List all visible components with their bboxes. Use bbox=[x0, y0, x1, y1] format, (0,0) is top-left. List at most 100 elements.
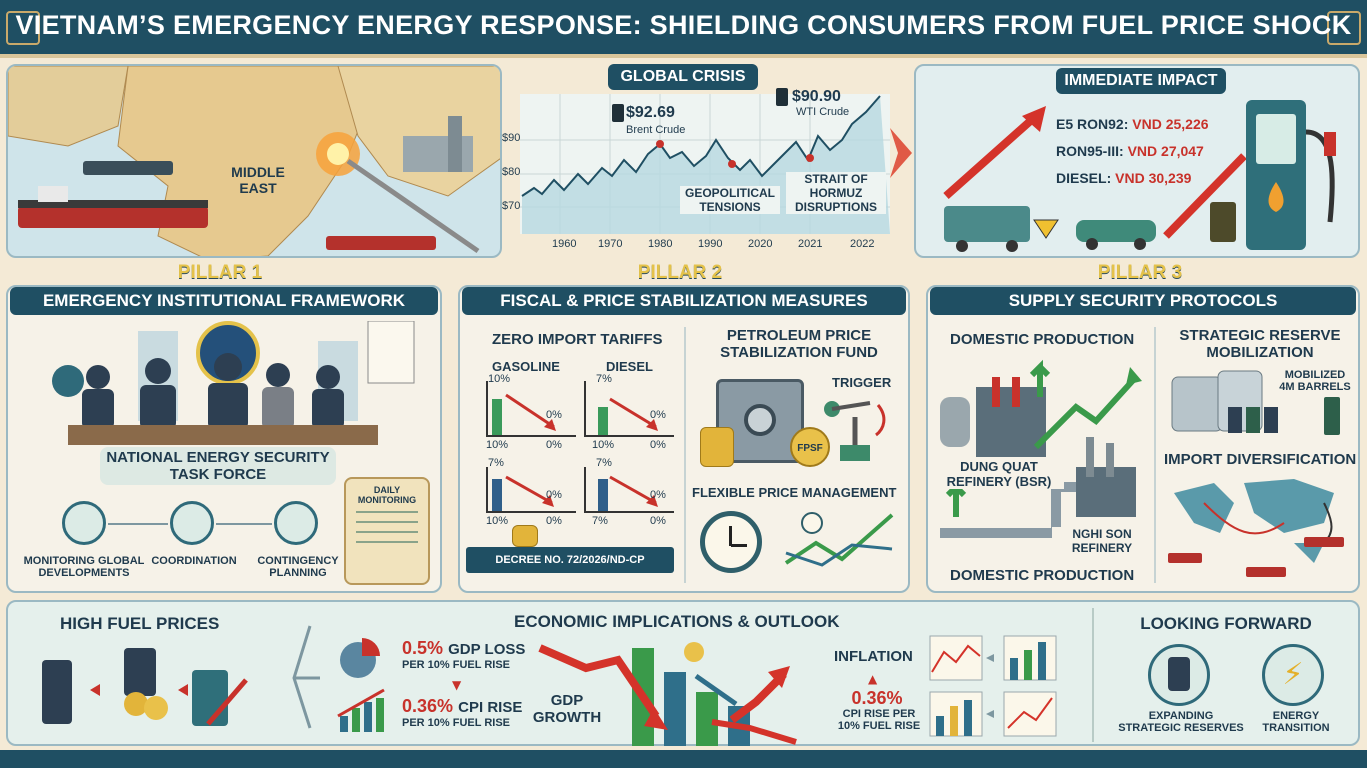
connector bbox=[216, 523, 272, 525]
ornament-icon bbox=[6, 11, 40, 45]
connector bbox=[108, 523, 168, 525]
clipboard-icon bbox=[274, 501, 318, 545]
x-tick: 2021 bbox=[798, 238, 823, 250]
x-tick: 1980 bbox=[648, 238, 673, 250]
clock-icon bbox=[700, 511, 762, 573]
inflation-label: INFLATION bbox=[834, 648, 913, 665]
import-diversification-label: IMPORT DIVERSIFICATION bbox=[1164, 451, 1357, 468]
high-fuel-label: HIGH FUEL PRICES bbox=[60, 614, 220, 633]
fuel-pump-icon bbox=[1210, 100, 1336, 250]
energy-transition-label: ENERGY TRANSITION bbox=[1262, 710, 1330, 734]
gdp-growth-label: GDP GROWTH bbox=[532, 692, 602, 726]
pillar-2-title: FISCAL & PRICE STABILIZATION MEASURES bbox=[462, 287, 906, 315]
global-crisis-section: GLOBAL CRISIS $90 $80 $70 1960 1970 1980… bbox=[500, 64, 896, 258]
expanding-reserves-label: EXPANDING STRATEGIC RESERVES bbox=[1118, 710, 1244, 734]
refinery-illustration bbox=[940, 359, 1142, 538]
annotation-geopolitical: GEOPOLITICAL TENSIONS bbox=[680, 186, 780, 214]
globe-icon bbox=[62, 501, 106, 545]
oil-barrel-icon bbox=[612, 104, 624, 122]
tariffs-title: ZERO IMPORT TARIFFS bbox=[492, 331, 663, 348]
bar-chart-up-icon bbox=[337, 688, 385, 732]
x-tick: 2020 bbox=[748, 238, 773, 250]
nghi-son-label: NGHI SON REFINERY bbox=[1052, 527, 1152, 555]
pie-chart-icon bbox=[340, 638, 380, 678]
lever-icon bbox=[824, 401, 886, 461]
region-label: MIDDLE EAST bbox=[231, 164, 285, 196]
up-arrow-icon: ▲ bbox=[868, 672, 878, 686]
y-tick: $90 bbox=[502, 132, 521, 144]
contingency-label: CONTINGENCY PLANNING bbox=[257, 555, 339, 579]
down-arrow-icon: ▼ bbox=[452, 678, 462, 692]
divider bbox=[1154, 327, 1156, 583]
tariff-mini-chart: 10% 0% 10% 0% bbox=[486, 373, 576, 451]
coordination-label: COORDINATION bbox=[151, 555, 237, 567]
pillar-1-panel: EMERGENCY INSTITUTIONAL FRAMEWORK NATION… bbox=[6, 285, 442, 593]
pillar-2-panel: FISCAL & PRICE STABILIZATION MEASURES ZE… bbox=[458, 285, 910, 593]
handshake-icon bbox=[170, 501, 214, 545]
looking-forward-section: LOOKING FORWARD ⚡ EXPANDING STRATEGIC RES… bbox=[1092, 608, 1356, 742]
brent-value: $92.69 bbox=[626, 104, 675, 121]
x-tick: 1990 bbox=[698, 238, 723, 250]
coin-stack-icon bbox=[700, 427, 734, 467]
x-tick: 1970 bbox=[598, 238, 623, 250]
trigger-label: TRIGGER bbox=[832, 375, 892, 390]
task-force-label: NATIONAL ENERGY SECURITY TASK FORCE bbox=[100, 447, 336, 485]
price-row: RON95-III: VND 27,047 bbox=[1056, 143, 1204, 159]
reserve-barrel-icon bbox=[1148, 644, 1210, 706]
pillar-1-head: PILLAR 1 bbox=[177, 262, 263, 283]
energy-bolt-icon: ⚡ bbox=[1262, 644, 1324, 706]
storage-tanks-icon bbox=[1171, 370, 1278, 433]
fund-title: PETROLEUM PRICE STABILIZATION FUND bbox=[720, 327, 878, 361]
immediate-impact-caption: IMMEDIATE IMPACT bbox=[1056, 68, 1226, 94]
pillar-3-panel: SUPPLY SECURITY PROTOCOLS DOMESTIC PRODU… bbox=[926, 285, 1360, 593]
pillar-2-head: PILLAR 2 bbox=[637, 262, 723, 283]
flexible-label: FLEXIBLE PRICE MANAGEMENT bbox=[692, 485, 897, 500]
wti-label: WTI Crude bbox=[796, 106, 850, 118]
bracket-icon bbox=[292, 625, 320, 729]
mini-trend-charts-icon bbox=[929, 635, 1057, 737]
monitoring-label: MONITORING GLOBAL DEVELOPMENTS bbox=[23, 555, 145, 579]
looking-forward-label: LOOKING FORWARD bbox=[1140, 614, 1312, 633]
pillar-3-head: PILLAR 3 bbox=[1097, 262, 1183, 283]
tariff-mini-chart: 7% 0% 7% 0% bbox=[584, 457, 674, 527]
page-title: VIETNAM’S EMERGENCY ENERGY RESPONSE: SHI… bbox=[15, 10, 1352, 40]
price-list: E5 RON92: VND 25,226 RON95-III: VND 27,0… bbox=[1056, 116, 1256, 186]
middle-east-map-icon bbox=[8, 66, 500, 256]
arrow-right-icon bbox=[890, 128, 912, 178]
oil-barrel-icon bbox=[776, 88, 788, 106]
annotation-hormuz: STRAIT OF HORMUZ DISRUPTIONS bbox=[786, 172, 886, 214]
fuel-cost-flow-icon bbox=[42, 648, 248, 726]
tariff-mini-chart: 7% 0% 10% 0% bbox=[584, 373, 674, 451]
dung-quat-label: DUNG QUAT REFINERY (BSR) bbox=[934, 459, 1064, 489]
x-tick: 1960 bbox=[552, 238, 577, 250]
y-tick: $80 bbox=[502, 166, 521, 178]
domestic-production-bottom: DOMESTIC PRODUCTION bbox=[950, 567, 1135, 584]
map-panel: MIDDLE EAST bbox=[6, 64, 502, 258]
daily-monitoring-scroll: DAILY MONITORING bbox=[344, 477, 430, 585]
oil-barrel-icon bbox=[1324, 397, 1340, 435]
gasoline-label: GASOLINE bbox=[492, 359, 560, 374]
coin-stack-icon bbox=[512, 525, 538, 547]
x-tick: 2022 bbox=[850, 238, 875, 250]
domestic-production-top: DOMESTIC PRODUCTION bbox=[950, 331, 1135, 348]
wti-value: $90.90 bbox=[792, 88, 841, 105]
fpsf-coin: FPSF bbox=[790, 427, 830, 467]
cpi-rise-stat: 0.36% CPI RISE PER 10% FUEL RISE bbox=[402, 696, 523, 729]
pillar-3-title: SUPPLY SECURITY PROTOCOLS bbox=[930, 287, 1356, 315]
inflation-value: 0.36% bbox=[851, 688, 903, 708]
task-force-illustration bbox=[52, 321, 415, 445]
price-row: E5 RON92: VND 25,226 bbox=[1056, 116, 1209, 132]
brent-label: Brent Crude bbox=[626, 124, 686, 136]
pillar-1-title: EMERGENCY INSTITUTIONAL FRAMEWORK bbox=[10, 287, 438, 315]
trend-lines-icon bbox=[784, 512, 894, 567]
y-tick: $70 bbox=[502, 200, 521, 212]
immediate-impact-panel: IMMEDIATE IMPACT E5 RON92: VND 25,226 RO… bbox=[914, 64, 1360, 258]
gdp-loss-stat: 0.5% GDP LOSS PER 10% FUEL RISE bbox=[402, 638, 526, 671]
rising-price-arrows bbox=[943, 106, 1246, 252]
ornament-icon bbox=[1327, 11, 1361, 45]
title-bar: VIETNAM’S EMERGENCY ENERGY RESPONSE: SHI… bbox=[0, 0, 1367, 58]
tariff-mini-chart: 7% 0% 10% 0% bbox=[486, 457, 576, 527]
divider bbox=[684, 327, 686, 583]
reserve-title: STRATEGIC RESERVE MOBILIZATION bbox=[1179, 327, 1341, 361]
mobilized-label: MOBILIZED 4M BARRELS bbox=[1279, 369, 1351, 393]
